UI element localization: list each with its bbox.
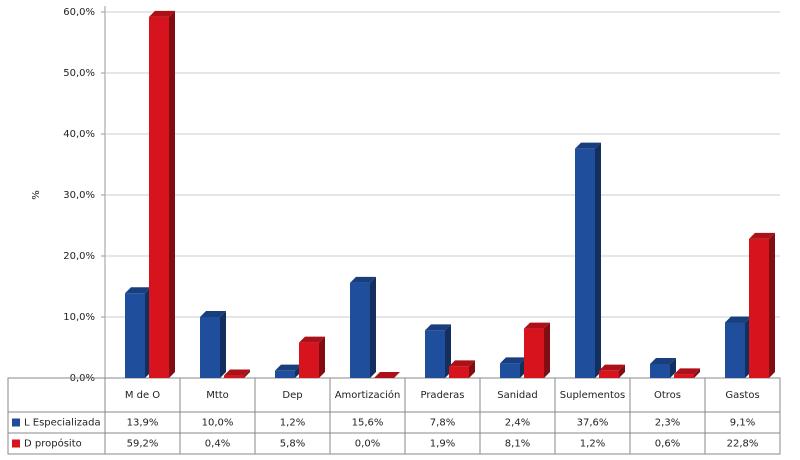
- table-value: 59,2%: [127, 439, 159, 450]
- bar-side: [244, 369, 250, 378]
- bar: [200, 317, 220, 378]
- bar: [524, 328, 544, 378]
- bar-top: [599, 364, 625, 371]
- table-value: 0,4%: [205, 439, 230, 450]
- bar-top: [350, 276, 376, 283]
- table-value: 37,6%: [577, 418, 609, 429]
- table-value: 2,3%: [655, 418, 680, 429]
- bar: [725, 322, 745, 378]
- bar: [500, 363, 520, 378]
- bar-top: [749, 232, 775, 239]
- table-value: 15,6%: [352, 418, 384, 429]
- x-tick-label: Mtto: [206, 390, 229, 401]
- table-value: 8,1%: [505, 439, 530, 450]
- table-value: 5,8%: [280, 439, 305, 450]
- x-tick-label: Suplementos: [560, 390, 625, 401]
- y-axis-label: %: [31, 190, 42, 200]
- y-tick-label: 40,0%: [63, 129, 95, 140]
- bar: [650, 363, 670, 378]
- x-tick-label: Amortización: [335, 389, 401, 401]
- y-tick-label: 50,0%: [63, 68, 95, 79]
- bar-top: [725, 316, 751, 323]
- bar: [149, 16, 169, 378]
- table-value: 13,9%: [127, 418, 159, 429]
- bar-top: [374, 372, 400, 378]
- bar-top: [524, 322, 550, 329]
- bar-top: [674, 368, 700, 375]
- bar-side: [595, 142, 601, 378]
- bar-side: [544, 322, 550, 378]
- bar-top: [200, 311, 226, 317]
- bar-top: [650, 357, 676, 364]
- x-tick-label: Dep: [282, 390, 302, 401]
- bar-top: [500, 357, 526, 364]
- x-tick-label: Sanidad: [497, 390, 537, 401]
- bar-top: [449, 360, 475, 367]
- table-value: 22,8%: [727, 439, 759, 450]
- bar: [125, 293, 145, 378]
- bar-top: [224, 369, 250, 376]
- bar: [599, 370, 619, 378]
- bar-top: [149, 10, 175, 17]
- bar-top: [575, 142, 601, 149]
- legend-label: L Especializada: [24, 418, 101, 429]
- x-tick-label: Praderas: [420, 390, 464, 401]
- bar: [575, 148, 595, 378]
- x-tick-label: Gastos: [725, 390, 759, 401]
- bar-top: [125, 287, 151, 294]
- bar-side: [319, 336, 325, 378]
- y-tick-label: 20,0%: [63, 251, 95, 262]
- y-tick-label: 60,0%: [63, 7, 95, 18]
- table-value: 1,2%: [580, 439, 605, 450]
- table-value: 0,0%: [355, 439, 380, 450]
- y-tick-label: 10,0%: [63, 312, 95, 323]
- x-tick-label: M de O: [125, 390, 160, 401]
- table-value: 1,2%: [280, 418, 305, 429]
- bar-side: [619, 364, 625, 378]
- bar-side: [370, 276, 376, 378]
- bar: [350, 282, 370, 378]
- bar-side: [169, 10, 175, 378]
- bar: [674, 374, 694, 378]
- bar: [224, 375, 244, 378]
- bar-side: [220, 311, 226, 378]
- bar: [449, 366, 469, 378]
- bar-side: [469, 360, 475, 378]
- bar: [275, 370, 295, 378]
- bar-top: [275, 364, 301, 371]
- table-value: 0,6%: [655, 439, 680, 450]
- bar-side: [769, 232, 775, 378]
- legend-swatch: [12, 418, 20, 427]
- bar-side: [694, 368, 700, 378]
- table-value: 9,1%: [730, 418, 755, 429]
- bar-top: [425, 324, 451, 331]
- bar: [425, 330, 445, 378]
- bar: [299, 342, 319, 378]
- bar-top: [299, 336, 325, 343]
- table-value: 10,0%: [202, 418, 234, 429]
- bar: [749, 238, 769, 378]
- bar-side: [445, 324, 451, 378]
- table-value: 1,9%: [430, 439, 455, 450]
- table-value: 7,8%: [430, 418, 455, 429]
- legend-swatch: [12, 439, 20, 448]
- y-tick-label: 30,0%: [63, 190, 95, 201]
- legend-label: D propósito: [24, 438, 82, 450]
- x-tick-label: Otros: [654, 390, 681, 401]
- table-value: 2,4%: [505, 418, 530, 429]
- bar-side: [670, 357, 676, 378]
